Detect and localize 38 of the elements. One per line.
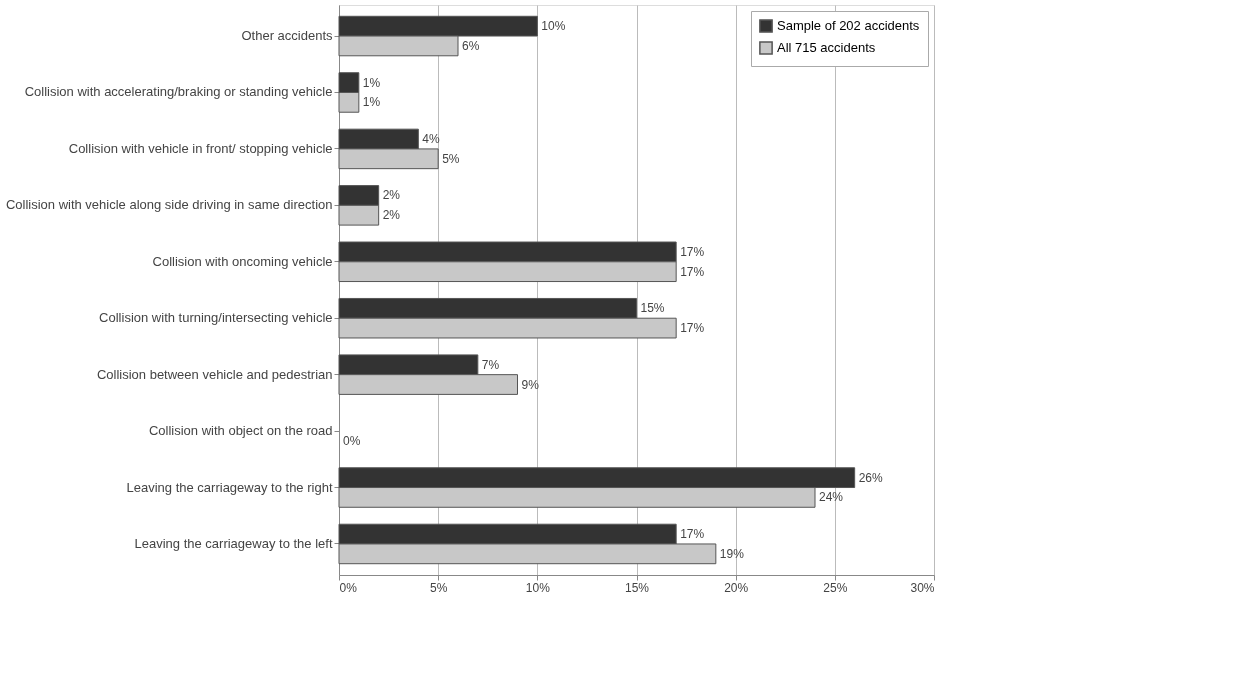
data-label: 0%	[343, 433, 361, 448]
data-label: 17%	[680, 321, 705, 336]
x-tick-label: 25%	[823, 580, 848, 595]
data-label: 17%	[680, 244, 705, 259]
data-label: 2%	[382, 208, 401, 223]
legend-label: All 715 accidents	[777, 40, 876, 55]
x-tick-label: 15%	[624, 580, 650, 595]
data-label: 6%	[462, 38, 480, 53]
y-tick-label: Other accidents	[241, 28, 333, 44]
y-tick-label: Collision with turning/intersecting vehicle	[99, 310, 333, 326]
data-label: 9%	[521, 377, 540, 392]
y-tick-label: Collision with vehicle along side driving in same direction	[5, 197, 333, 213]
y-tick-label: Leaving the carriageway to the left	[134, 535, 333, 551]
data-label: 17%	[680, 264, 705, 279]
data-label: 10%	[541, 19, 566, 34]
y-tick-label: Collision with object on the road	[148, 423, 333, 439]
data-label: 17%	[680, 527, 705, 542]
data-label: 24%	[819, 490, 844, 505]
y-tick-label: Leaving the carriageway to the right	[126, 479, 333, 495]
data-label: 4%	[422, 132, 441, 147]
y-tick-label: Collision between vehicle and pedestrian	[96, 366, 333, 382]
data-label: 26%	[858, 470, 884, 485]
data-label: 1%	[362, 75, 381, 90]
data-label: 5%	[442, 151, 460, 166]
y-tick-label: Collision with oncoming vehicle	[152, 253, 333, 269]
x-tick-label: 5%	[429, 580, 448, 595]
data-label: 15%	[640, 301, 665, 316]
data-label: 7%	[481, 357, 500, 372]
data-label: 19%	[719, 546, 745, 561]
y-tick-label: Collision with vehicle in front/ stopping vehicle	[68, 140, 333, 156]
x-tick-label: 10%	[525, 580, 551, 595]
x-tick-label: 0%	[339, 580, 358, 595]
y-tick-label: Collision with accelerating/braking or standing vehicle	[24, 84, 333, 100]
x-tick-label: 30%	[910, 580, 935, 595]
data-label: 1%	[362, 95, 381, 110]
legend-label: Sample of 202 accidents	[777, 18, 920, 33]
x-tick-label: 20%	[724, 580, 749, 595]
data-label: 2%	[382, 188, 401, 203]
